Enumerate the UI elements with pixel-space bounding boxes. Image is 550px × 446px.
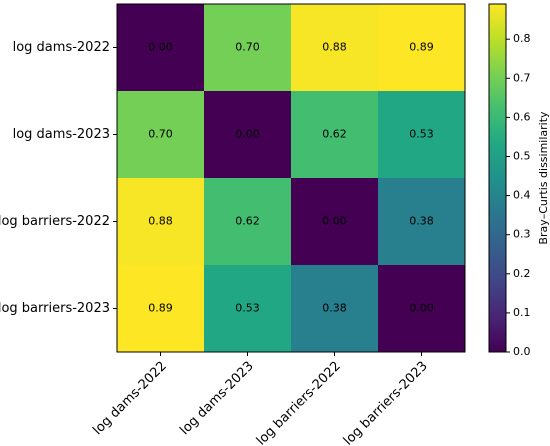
x-tick-label: log barriers-2022 bbox=[254, 359, 344, 446]
colorbar: 0.0 0.1 0.2 0.3 0.4 0.5 0.6 0.7 0.8 Bray–Curtis … bbox=[488, 3, 550, 358]
colorbar-tick-label: 0.0 bbox=[513, 345, 531, 358]
heatmap-cell bbox=[204, 91, 292, 179]
x-tick-label: log dams-2023 bbox=[177, 359, 256, 438]
cell-value-label: 0.70 bbox=[235, 41, 260, 54]
heatmap-cell bbox=[117, 4, 205, 92]
colorbar-gradient bbox=[488, 3, 507, 353]
colorbar-tick-label: 0.4 bbox=[513, 189, 531, 202]
colorbar-tick-label: 0.8 bbox=[513, 32, 531, 45]
heatmap-cell bbox=[291, 265, 379, 353]
plot-frame bbox=[116, 3, 466, 353]
cell-value-label: 0.00 bbox=[409, 302, 434, 315]
cell-value-label: 0.89 bbox=[409, 41, 434, 54]
cell-value-label: 0.62 bbox=[322, 128, 347, 141]
cell-value-label: 0.53 bbox=[235, 302, 260, 315]
heatmap-cell bbox=[291, 91, 379, 179]
colorbar-tick-label: 0.6 bbox=[513, 110, 531, 123]
heatmap-cell bbox=[117, 178, 205, 266]
heatmap-cell bbox=[204, 265, 292, 353]
heatmap-cell bbox=[117, 265, 205, 353]
y-tick-label: log barriers-2022 bbox=[0, 214, 110, 229]
heatmap-cell bbox=[378, 91, 466, 179]
colorbar-tick-label: 0.1 bbox=[513, 306, 531, 319]
heatmap-cell bbox=[378, 4, 466, 92]
heatmap-cells bbox=[117, 4, 466, 353]
colorbar-tick-label: 0.5 bbox=[513, 149, 531, 162]
y-tick-label: log dams-2022 bbox=[13, 40, 110, 55]
colorbar-ticks: 0.0 0.1 0.2 0.3 0.4 0.5 0.6 0.7 0.8 bbox=[506, 32, 531, 358]
y-axis: log dams-2022 log dams-2023 log barriers-2… bbox=[0, 40, 117, 316]
heatmap-cell bbox=[378, 265, 466, 353]
y-tick-label: log dams-2023 bbox=[13, 127, 110, 142]
x-tick-label: log dams-2022 bbox=[90, 359, 169, 438]
cell-value-label: 0.88 bbox=[148, 215, 173, 228]
cell-value-label: 0.89 bbox=[148, 302, 173, 315]
colorbar-tick-label: 0.3 bbox=[513, 228, 531, 241]
heatmap-cell bbox=[204, 4, 292, 92]
cell-value-label: 0.00 bbox=[148, 41, 173, 54]
colorbar-label: Bray–Curtis dissimilarity bbox=[537, 111, 550, 245]
x-tick-label: log barriers-2023 bbox=[341, 359, 431, 446]
heatmap-cell bbox=[378, 178, 466, 266]
heatmap-cell bbox=[291, 178, 379, 266]
cell-value-label: 0.00 bbox=[322, 215, 347, 228]
cell-value-labels: 0.00 0.70 0.88 0.89 0.70 0.00 0.62 0.53 0.88 0.62… bbox=[148, 41, 434, 315]
cell-value-label: 0.70 bbox=[148, 128, 173, 141]
heatmap-cell bbox=[204, 178, 292, 266]
cell-value-label: 0.38 bbox=[409, 215, 434, 228]
colorbar-tick-label: 0.2 bbox=[513, 267, 531, 280]
cell-value-label: 0.53 bbox=[409, 128, 434, 141]
cell-value-label: 0.62 bbox=[235, 215, 260, 228]
colorbar-tick-label: 0.7 bbox=[513, 71, 531, 84]
cell-value-label: 0.38 bbox=[322, 302, 347, 315]
heatmap-cell bbox=[117, 91, 205, 179]
y-tick-label: log barriers-2023 bbox=[0, 301, 110, 316]
cell-value-label: 0.88 bbox=[322, 41, 347, 54]
heatmap-cell bbox=[291, 4, 379, 92]
cell-value-label: 0.00 bbox=[235, 128, 260, 141]
